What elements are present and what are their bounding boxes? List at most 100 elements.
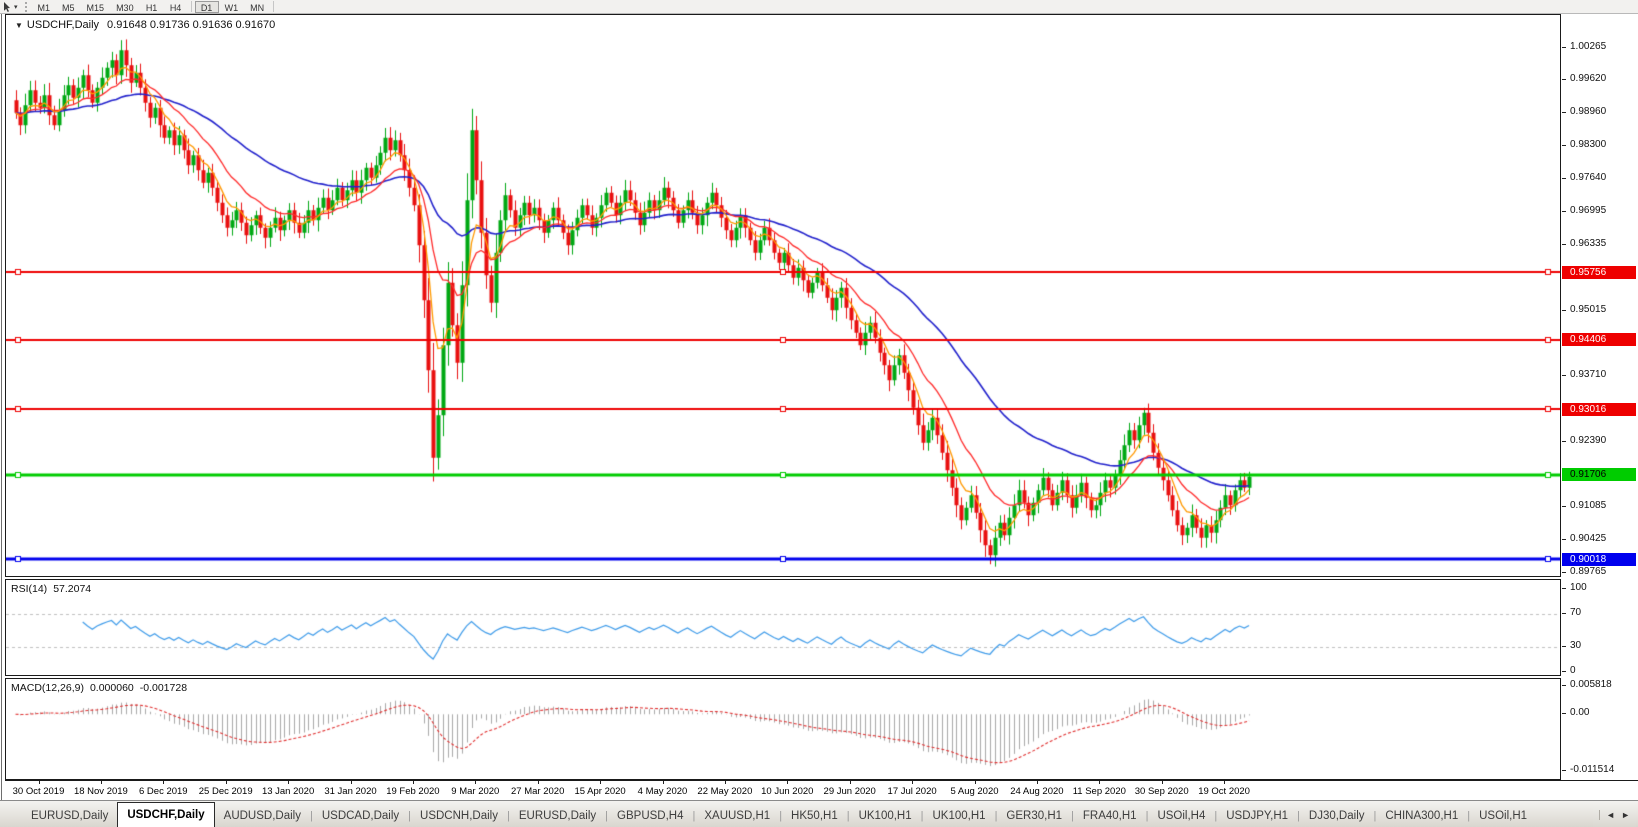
- tab-separator: |: [1071, 810, 1074, 822]
- date-tick: [787, 781, 789, 784]
- axis-tick: [1562, 309, 1566, 311]
- date-tick: [912, 781, 914, 784]
- date-tick: [600, 781, 602, 784]
- axis-tick: [1562, 588, 1566, 589]
- tab-uk100-h1[interactable]: UK100,H1: [858, 810, 912, 822]
- axis-tick: [1562, 210, 1566, 212]
- tab-uk100-h1[interactable]: UK100,H1: [932, 810, 986, 822]
- tab-xauusd-h1[interactable]: XAUUSD,H1: [704, 810, 771, 822]
- date-label: 15 Apr 2020: [574, 786, 626, 797]
- tab-usoil-h1[interactable]: USOil,H1: [1479, 810, 1528, 822]
- timeframe-button-h1[interactable]: H1: [145, 2, 158, 13]
- chart-title: ▼ USDCHF,Daily 0.91648 0.91736 0.91636 0.9…: [15, 19, 275, 31]
- timeframe-button-m5[interactable]: M5: [62, 2, 75, 13]
- date-tick: [38, 781, 40, 784]
- date-tick: [163, 781, 165, 784]
- date-tick: [974, 781, 976, 784]
- date-label: 29 Jun 2020: [823, 786, 876, 797]
- tab-usdcnh-daily[interactable]: USDCNH,Daily: [420, 810, 498, 822]
- axis-tick: [1562, 612, 1566, 614]
- timeframe-button-m15[interactable]: M15: [86, 2, 105, 13]
- tab-usdchf-daily[interactable]: USDCHF,Daily: [117, 802, 215, 827]
- tab-usdcad-daily[interactable]: USDCAD,Daily: [321, 810, 400, 822]
- date-tick: [288, 781, 290, 784]
- timeframe-button-h4[interactable]: H4: [169, 2, 182, 13]
- tab-audusd-daily[interactable]: AUDUSD,Daily: [223, 810, 301, 822]
- tab-separator: |: [605, 810, 609, 822]
- tab-separator: |: [779, 810, 783, 822]
- macd-label: MACD(12,26,9) 0.000060 -0.001728: [11, 682, 187, 694]
- tab-separator: |: [1373, 810, 1377, 822]
- date-label: 4 May 2020: [637, 786, 688, 797]
- date-label: 30 Sep 2020: [1134, 786, 1189, 797]
- rsi-level-100: 100: [1570, 582, 1587, 593]
- price-tick-0.93710: 0.93710: [1570, 368, 1607, 380]
- price-tick-0.92390: 0.92390: [1570, 434, 1607, 446]
- timeframe-button-d1[interactable]: D1: [194, 0, 219, 13]
- date-label: 6 Dec 2019: [139, 786, 188, 797]
- date-tick: [1099, 781, 1101, 784]
- date-tick: [1161, 781, 1163, 784]
- tab-hk50-h1[interactable]: HK50,H1: [791, 810, 838, 822]
- axis-tick: [1562, 374, 1566, 376]
- date-label: 5 Aug 2020: [950, 786, 999, 797]
- axis-tick: [1562, 79, 1566, 81]
- tab-separator: |: [1297, 810, 1300, 822]
- date-label: 10 Jun 2020: [761, 786, 814, 797]
- tab-usdjpy-h1[interactable]: USDJPY,H1: [1226, 810, 1289, 822]
- toolbar-separator: [273, 1, 275, 12]
- tab-separator: |: [846, 810, 850, 822]
- window-edge: [1, 14, 2, 800]
- date-label: 24 Aug 2020: [1010, 786, 1064, 797]
- axis-tick: [1562, 572, 1566, 573]
- axis-tick: [1562, 178, 1566, 180]
- price-level-tag-0.90018: 0.90018: [1562, 552, 1636, 566]
- tab-china300-h1[interactable]: CHINA300,H1: [1385, 810, 1459, 822]
- price-tick-0.91085: 0.91085: [1570, 500, 1607, 511]
- axis-tick: [1562, 646, 1566, 648]
- price-tick-0.90425: 0.90425: [1570, 533, 1607, 544]
- price-tick-0.98300: 0.98300: [1570, 139, 1607, 151]
- date-label: 19 Oct 2020: [1198, 786, 1250, 797]
- axis-tick: [1562, 47, 1566, 48]
- cursor-tool-icon[interactable]: [3, 1, 12, 12]
- price-tick-0.95015: 0.95015: [1570, 303, 1607, 315]
- macd-signal-value: -0.001728: [139, 682, 188, 694]
- tab-eurusd-daily[interactable]: EURUSD,Daily: [31, 810, 109, 822]
- timeframe-button-mn[interactable]: MN: [250, 2, 265, 13]
- rsi-level-30: 30: [1570, 640, 1582, 652]
- date-label: 25 Dec 2019: [198, 786, 253, 797]
- date-label: 11 Sep 2020: [1072, 786, 1126, 797]
- date-label: 30 Oct 2019: [12, 786, 65, 797]
- tab-ger30-h1[interactable]: GER30,H1: [1006, 810, 1063, 822]
- tab-fra40-h1[interactable]: FRA40,H1: [1082, 810, 1137, 822]
- date-tick: [724, 781, 726, 784]
- toolbar-separator: [190, 1, 192, 12]
- timeframe-button-m1[interactable]: M1: [37, 2, 51, 13]
- rsi-value: 57.2074: [53, 583, 92, 595]
- date-tick: [412, 781, 414, 784]
- tab-scroll-right-icon[interactable]: ►: [1621, 809, 1630, 820]
- tool-dropdown-icon[interactable]: ▾: [14, 3, 18, 11]
- tab-scroll-left-icon[interactable]: ◄: [1599, 809, 1615, 820]
- rsi-canvas[interactable]: [6, 580, 1560, 675]
- date-label: 27 Mar 2020: [511, 786, 565, 797]
- price-chart-canvas[interactable]: [6, 15, 1560, 576]
- date-label: 13 Jan 2020: [261, 786, 315, 797]
- tab-separator: |: [1214, 810, 1218, 822]
- tab-usoil-h4[interactable]: USOil,H4: [1157, 810, 1206, 822]
- macd-canvas[interactable]: [6, 679, 1560, 779]
- collapse-indicator-icon[interactable]: ▼: [15, 21, 23, 30]
- timeframe-button-w1[interactable]: W1: [224, 2, 239, 13]
- timeframe-button-m30[interactable]: M30: [116, 2, 134, 13]
- price-tick-0.97640: 0.97640: [1570, 172, 1607, 184]
- axis-tick: [1562, 769, 1566, 771]
- tab-gbpusd-h4[interactable]: GBPUSD,H4: [617, 810, 684, 822]
- toolbar-grip[interactable]: [24, 1, 28, 12]
- tab-eurusd-daily[interactable]: EURUSD,Daily: [518, 810, 597, 822]
- rsi-level-70: 70: [1570, 606, 1582, 618]
- axis-tick: [1562, 671, 1566, 672]
- tab-separator: |: [408, 810, 412, 822]
- tab-dj30-daily[interactable]: DJ30,Daily: [1308, 810, 1365, 822]
- macd-scale-0.005818: 0.005818: [1570, 678, 1612, 690]
